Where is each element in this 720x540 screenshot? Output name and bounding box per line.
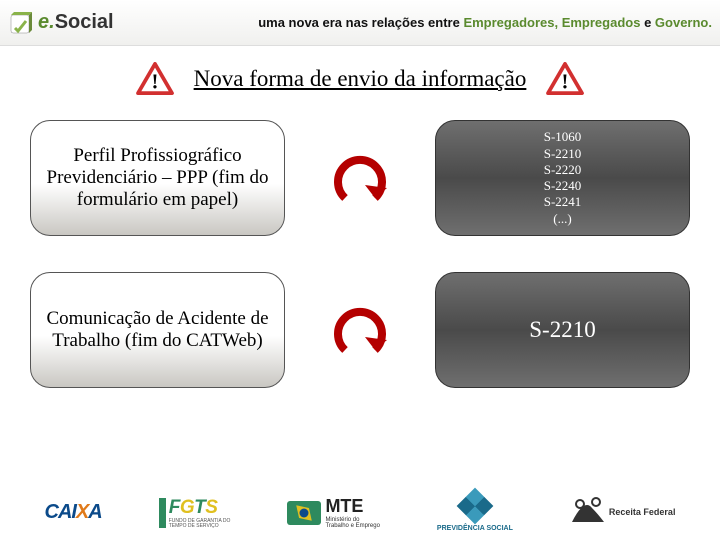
logo-e: e. — [38, 11, 55, 34]
curved-arrow-icon — [325, 295, 395, 365]
left-card: Perfil Profissiográfico Previdenciário –… — [30, 120, 285, 236]
footer-logos: CAIXA FGTS FUNDO DE GARANTIA DO TEMPO DE… — [0, 493, 720, 532]
content-rows: Perfil Profissiográfico Previdenciário –… — [0, 120, 720, 388]
content-row: Perfil Profissiográfico Previdenciário –… — [30, 120, 690, 236]
header-bar: e. Social uma nova era nas relações entr… — [0, 0, 720, 46]
esocial-logo-text: e. Social — [38, 11, 114, 34]
right-card: S-2210 — [435, 272, 690, 388]
header-tagline: uma nova era nas relações entre Empregad… — [258, 15, 712, 30]
logo-mte: MTE Ministério do Trabalho e Emprego — [287, 496, 379, 529]
brazil-flag-icon — [287, 501, 321, 525]
warning-icon: ! — [136, 62, 174, 96]
logo-receita: Receita Federal — [570, 494, 676, 531]
left-card: Comunicação de Acidente de Trabalho (fim… — [30, 272, 285, 388]
right-card: S-1060 S-2210 S-2220 S-2240 S-2241 (...) — [435, 120, 690, 236]
logo-fgts: FGTS FUNDO DE GARANTIA DO TEMPO DE SERVI… — [159, 497, 231, 529]
svg-text:!: ! — [562, 70, 569, 93]
title-row: ! Nova forma de envio da informação ! — [0, 62, 720, 96]
esocial-logo: e. Social — [8, 10, 114, 36]
page-title: Nova forma de envio da informação — [194, 66, 527, 92]
diamond-icon — [457, 488, 494, 525]
logo-social: Social — [55, 11, 114, 34]
curved-arrow-icon — [325, 143, 395, 213]
esocial-logo-icon — [8, 10, 34, 36]
receita-icon — [570, 494, 606, 531]
svg-text:!: ! — [151, 70, 158, 93]
logo-caixa: CAIXA — [45, 501, 102, 524]
logo-previdencia: PREVIDÊNCIA SOCIAL — [437, 493, 513, 532]
content-row: Comunicação de Acidente de Trabalho (fim… — [30, 272, 690, 388]
warning-icon: ! — [546, 62, 584, 96]
